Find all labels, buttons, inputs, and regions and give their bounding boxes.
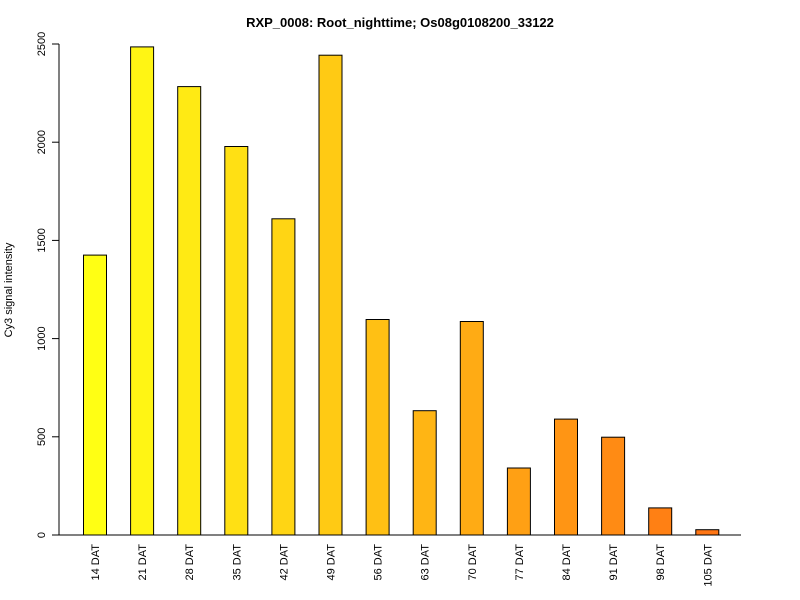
y-tick-label: 2500 <box>36 32 48 56</box>
x-tick-label: 105 DAT <box>702 544 714 587</box>
x-tick-label: 63 DAT <box>420 544 432 581</box>
chart-title: RXP_0008: Root_nighttime; Os08g0108200_3… <box>246 15 554 30</box>
x-tick-label: 49 DAT <box>326 544 338 581</box>
bar-56-dat <box>365 319 390 536</box>
x-tick-label: 98 DAT <box>655 544 667 581</box>
x-tick-label: 91 DAT <box>608 544 620 581</box>
y-tick-label: 1500 <box>36 228 48 252</box>
bar-77-dat <box>506 467 531 536</box>
x-tick-label: 35 DAT <box>231 544 243 581</box>
bar-91-dat <box>601 436 626 536</box>
bar-42-dat <box>271 218 296 536</box>
y-tick-label: 500 <box>36 428 48 446</box>
bar-63-dat <box>412 410 437 536</box>
bar-98-dat <box>648 507 673 536</box>
bar-14-dat <box>83 254 107 536</box>
bar-35-dat <box>224 146 249 536</box>
bar-70-dat <box>459 321 484 536</box>
x-tick-label: 14 DAT <box>90 544 102 581</box>
y-tick-label: 2000 <box>36 130 48 154</box>
x-tick-label: 84 DAT <box>561 544 573 581</box>
y-tick-label: 1000 <box>36 326 48 350</box>
y-tick-label: 0 <box>36 532 48 538</box>
x-axis: 14 DAT 21 DAT 28 DAT 35 DAT 42 DAT 49 DAT 56 D… <box>59 534 741 587</box>
bar-84-dat <box>554 418 578 536</box>
x-tick-label: 56 DAT <box>373 544 385 581</box>
x-tick-label: 70 DAT <box>467 544 479 581</box>
x-tick-label: 42 DAT <box>278 544 290 581</box>
bar-21-dat <box>130 46 155 536</box>
y-axis-label: Cy3 signal intensity <box>3 242 15 337</box>
x-tick-label: 21 DAT <box>137 544 149 581</box>
bars-group <box>83 46 720 536</box>
bar-49-dat <box>318 54 343 536</box>
bar-28-dat <box>177 86 202 536</box>
y-axis: 0 500 1000 1500 2000 2500 <box>36 32 60 538</box>
x-tick-label: 77 DAT <box>514 544 526 581</box>
x-tick-label: 28 DAT <box>184 544 196 581</box>
bar-105-dat <box>695 529 720 536</box>
